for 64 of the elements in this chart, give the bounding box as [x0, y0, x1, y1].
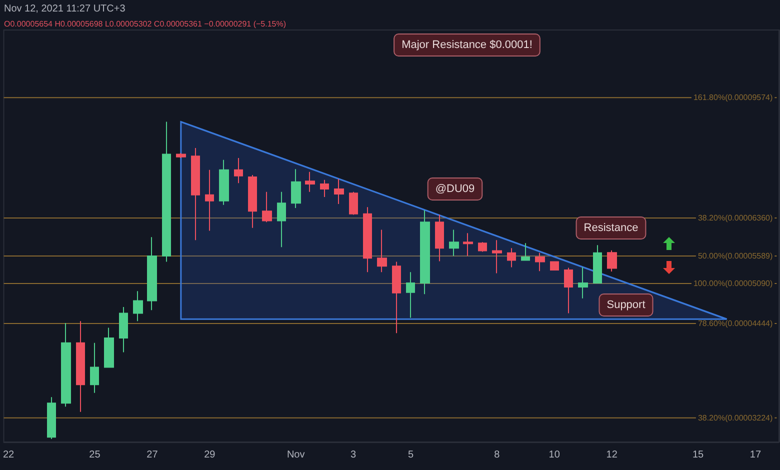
x-tick-label: 10: [548, 450, 560, 460]
candlestick: [76, 320, 85, 412]
x-tick-label: 22: [3, 450, 15, 460]
candlestick: [492, 240, 502, 274]
candlestick: [449, 229, 459, 256]
candlestick: [47, 396, 56, 440]
candlestick: [305, 171, 315, 192]
candlestick: [593, 244, 602, 284]
candlestick: [535, 252, 545, 272]
annotation: Support: [606, 299, 646, 311]
candlestick: [392, 261, 401, 334]
x-tick-label: Nov: [286, 450, 305, 460]
ref-line-label: 50.00%(0.00005589): [698, 252, 773, 261]
candlestick: [564, 267, 573, 314]
ref-line-label: 38.20%(0.00003224): [698, 413, 773, 422]
candlestick: [205, 169, 214, 232]
candlestick: [133, 290, 143, 322]
text: O0.00005654 H0.00005698 L0.00005302 C0.00005361 −0.00000291 (−5.15%): [4, 20, 286, 28]
x-tick-label: 29: [204, 450, 216, 460]
candlestick: [363, 206, 372, 273]
ref-line-label: 38.20%(0.00006360): [698, 213, 773, 222]
candlestick: [147, 236, 157, 311]
x-tick-label: 8: [494, 450, 500, 460]
candlestick: [191, 147, 200, 241]
x-tick-label: 27: [146, 450, 158, 460]
candlestick: [320, 179, 329, 198]
x-tick-label: 12: [606, 450, 618, 460]
candlestick: [578, 266, 588, 299]
text: Nov 12, 2021 11:27 UTC+3: [4, 4, 126, 14]
annotation: Major Resistance $0.0001!: [402, 39, 532, 51]
candlestick: [521, 242, 530, 261]
x-tick-label: 3: [350, 450, 357, 460]
candlestick: [291, 168, 301, 208]
candlestick: [176, 152, 186, 158]
ref-line-label: 100.00%(0.00005090): [693, 279, 773, 288]
candlestick: [406, 272, 415, 318]
candlestick: [507, 248, 516, 268]
candlestick: [61, 322, 71, 408]
annotation: Resistance: [584, 222, 638, 234]
ref-line-label: 78.60%(0.00004444): [698, 318, 773, 328]
candlestick: [607, 250, 617, 272]
candlestick: [435, 214, 444, 262]
x-tick-label: 25: [89, 450, 101, 460]
candlestick: [104, 327, 114, 368]
candlestick: [463, 232, 473, 256]
x-tick-label: 5: [408, 450, 414, 460]
candlestick: [334, 178, 344, 204]
candlestick: [277, 191, 286, 248]
annotation: @DU09: [435, 183, 475, 195]
ref-line-label: 161.80%(0.00009574): [693, 93, 773, 102]
candlestick: [234, 157, 243, 184]
candlestick: [478, 242, 487, 252]
candlestick: [377, 229, 387, 273]
candlestick: [90, 342, 99, 394]
candlestick: [349, 191, 358, 216]
candlestick: [119, 306, 128, 353]
candlestick: [420, 210, 430, 295]
candlestick: [550, 260, 559, 270]
candlestick: [248, 174, 257, 228]
candlestick: [162, 121, 171, 262]
x-tick-label: 17: [750, 450, 762, 460]
candlestick: [219, 159, 229, 206]
x-tick-label: 15: [692, 450, 704, 460]
candlestick: [262, 191, 272, 223]
